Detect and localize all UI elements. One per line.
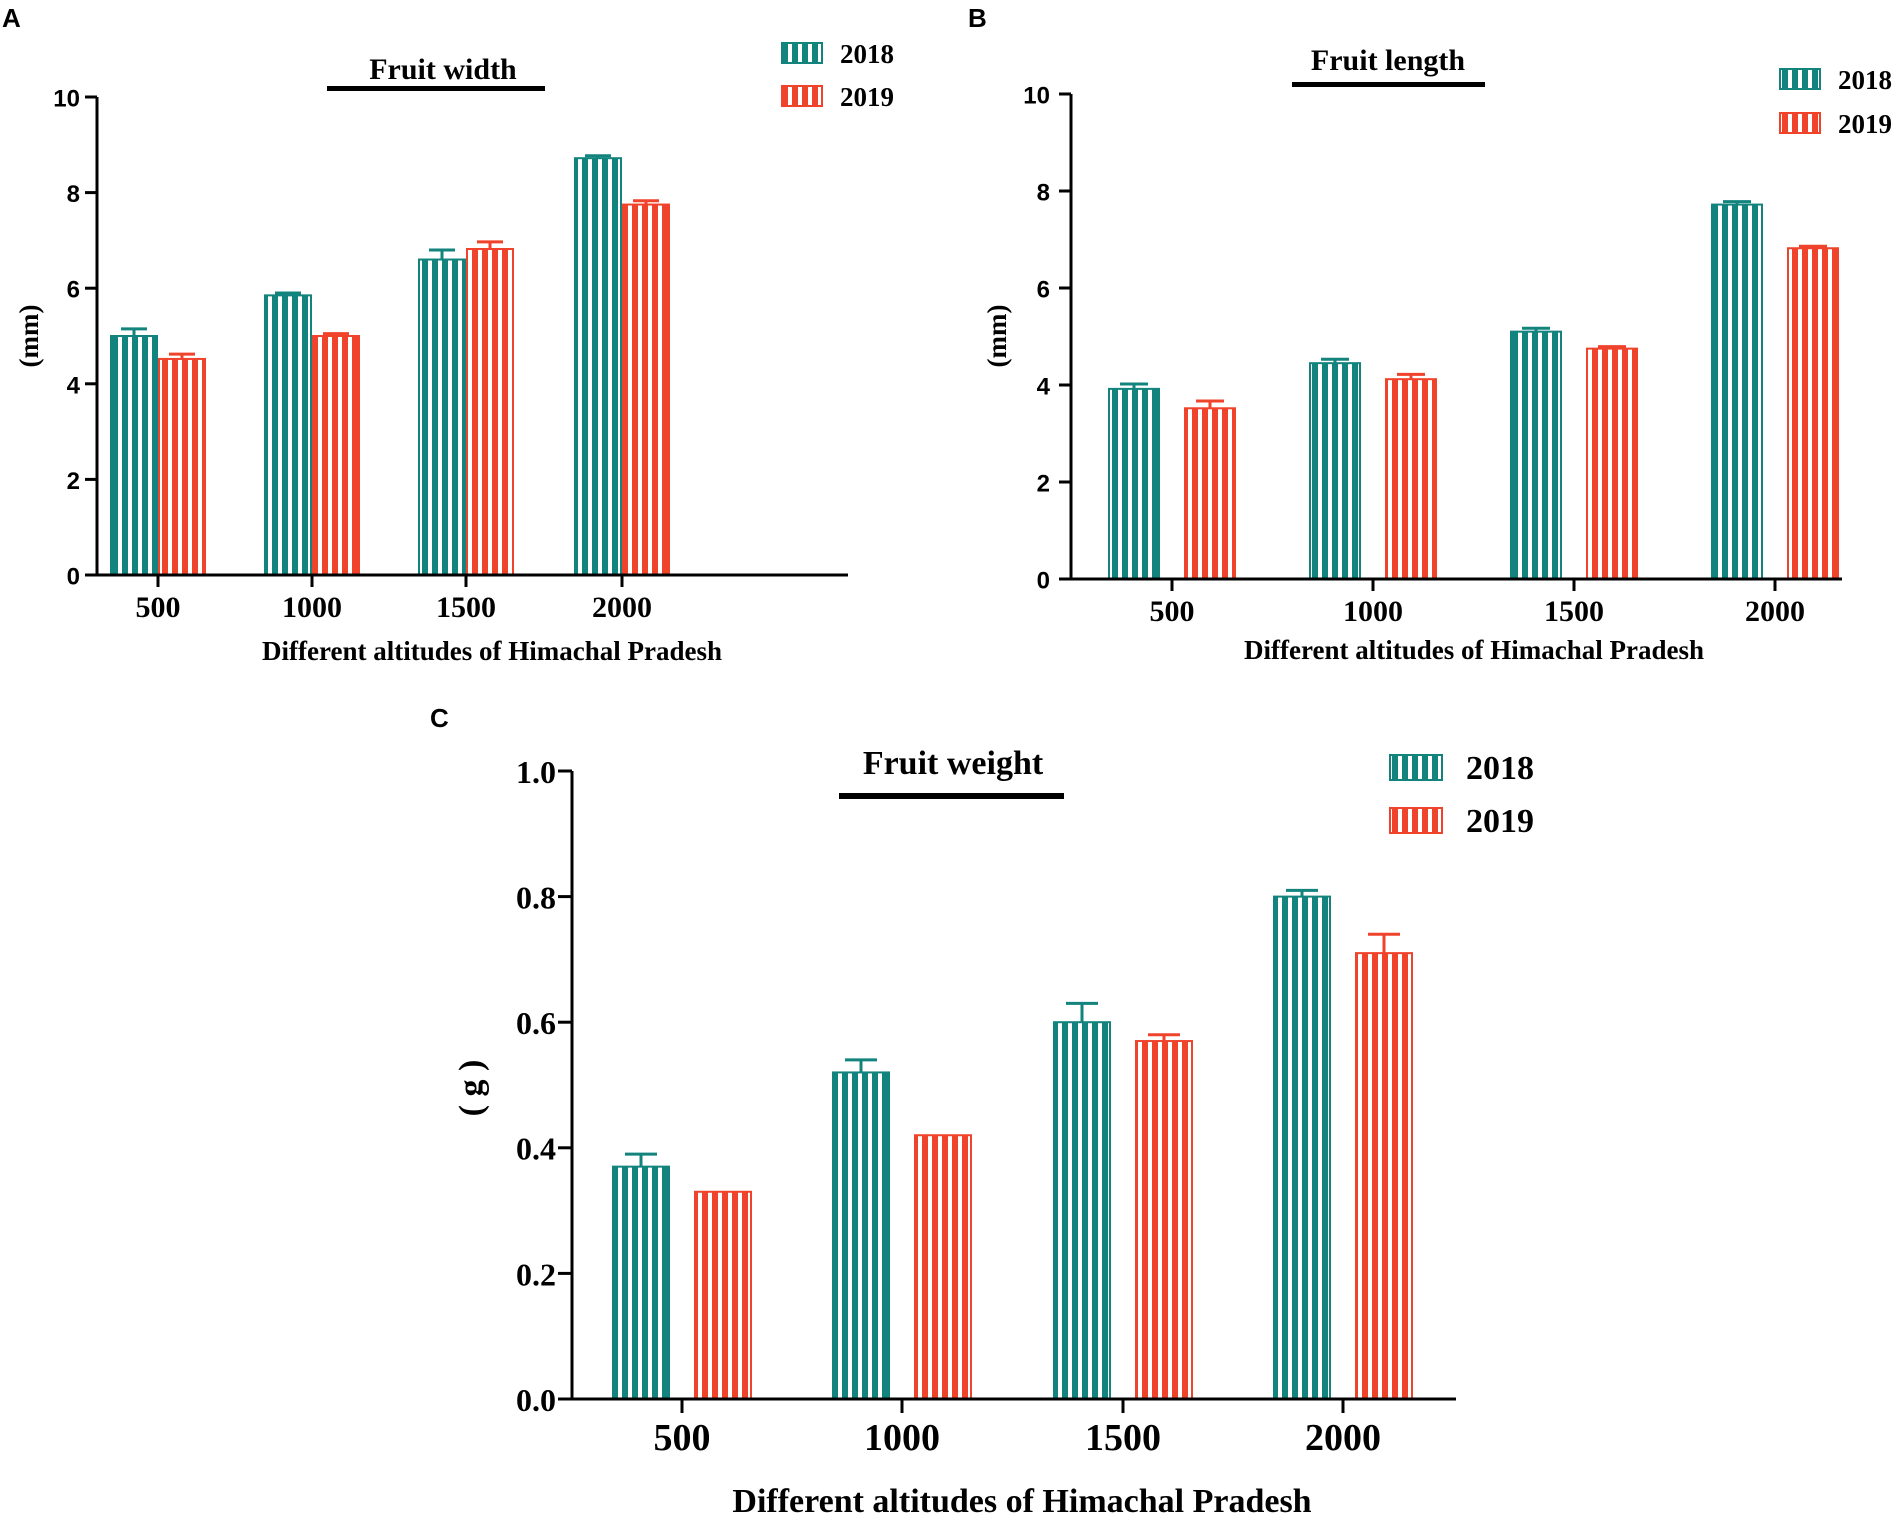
y-tick-label: 4 xyxy=(67,372,81,399)
legend-swatch-2018 xyxy=(1779,68,1821,90)
y-tick-label: 10 xyxy=(53,85,80,112)
y-tick-label: 6 xyxy=(67,277,80,304)
legend-swatch-2019 xyxy=(1389,807,1443,834)
y-axis-label: (mm) xyxy=(982,305,1012,368)
title-underline xyxy=(1292,82,1485,87)
y-tick-label: 0 xyxy=(1037,567,1050,594)
bar-2018-500 xyxy=(110,335,158,576)
bar-2019-2000 xyxy=(1787,247,1839,580)
bar-2019-2000 xyxy=(1355,952,1413,1400)
bar-2019-1000 xyxy=(312,335,360,576)
x-axis-label: Different altitudes of Himachal Pradesh xyxy=(1244,635,1704,665)
x-tick-label: 500 xyxy=(654,1417,711,1459)
title-underline xyxy=(839,793,1064,799)
bar-2019-1000 xyxy=(1385,378,1437,580)
bar-2019-500 xyxy=(1184,407,1236,580)
legend-label-2018: 2018 xyxy=(840,39,894,69)
y-tick-label: 8 xyxy=(67,181,80,208)
y-axis-label: ( g ) xyxy=(453,1060,490,1117)
legend-swatch-2018 xyxy=(1389,754,1443,781)
legend: 2018 2019 xyxy=(1389,750,1534,840)
x-tick-label: 500 xyxy=(136,591,181,624)
x-tick-label: 2000 xyxy=(592,591,652,624)
x-axis-label: Different altitudes of Himachal Pradesh xyxy=(262,636,722,666)
legend-label-2019: 2019 xyxy=(840,82,894,112)
y-tick-label: 6 xyxy=(1037,276,1050,303)
chart-title: Fruit width xyxy=(369,53,517,86)
y-tick-label: 10 xyxy=(1023,82,1050,109)
bar-2018-1500 xyxy=(1510,330,1562,580)
x-tick-label: 1000 xyxy=(864,1417,940,1459)
bar-2018-500 xyxy=(612,1165,670,1401)
bar-2018-1500 xyxy=(1053,1021,1111,1400)
legend-label-2019: 2019 xyxy=(1838,109,1892,139)
bar-2018-2000 xyxy=(1711,203,1763,581)
panel-b: B Fruit length 2018 2019 0 2 4 6 8 10 500 1000… xyxy=(968,3,1892,665)
legend-label-2018: 2018 xyxy=(1466,750,1534,787)
title-underline xyxy=(327,86,545,91)
y-tick-label: 2 xyxy=(67,468,80,495)
panel-letter-b: B xyxy=(968,3,987,33)
panel-c: C Fruit weight 2018 2019 0.0 0.2 0.4 0.6 0.8… xyxy=(430,703,1534,1520)
bar-2018-1000 xyxy=(1309,362,1361,580)
legend-label-2018: 2018 xyxy=(1838,65,1892,95)
bar-2018-1500 xyxy=(418,258,466,576)
bar-2018-2000 xyxy=(574,157,622,577)
panel-letter-c: C xyxy=(430,703,449,733)
y-tick-label: 2 xyxy=(1037,470,1050,497)
x-tick-label: 500 xyxy=(1150,595,1195,628)
x-tick-label: 2000 xyxy=(1745,595,1805,628)
y-tick-label: 4 xyxy=(1037,373,1051,400)
bar-2018-1000 xyxy=(264,294,312,576)
bar-2018-2000 xyxy=(1273,895,1331,1400)
x-tick-label: 1000 xyxy=(282,591,342,624)
legend: 2018 2019 xyxy=(781,39,894,112)
x-tick-label: 1000 xyxy=(1343,595,1403,628)
y-tick-label: 0.6 xyxy=(516,1005,556,1041)
panel-letter-a: A xyxy=(2,3,21,33)
bar-2019-500 xyxy=(694,1190,752,1401)
y-tick-label: 0.4 xyxy=(516,1131,556,1167)
x-tick-label: 2000 xyxy=(1305,1417,1381,1459)
legend-swatch-2019 xyxy=(1779,112,1821,134)
y-axis-label: (mm) xyxy=(14,305,44,368)
y-tick-label: 0.2 xyxy=(516,1256,556,1292)
x-tick-label: 1500 xyxy=(436,591,496,624)
y-tick-label: 8 xyxy=(1037,179,1050,206)
bar-2019-2000 xyxy=(622,203,670,577)
legend-label-2019: 2019 xyxy=(1466,803,1534,840)
y-tick-label: 1.0 xyxy=(516,754,556,790)
legend-swatch-2018 xyxy=(781,42,823,64)
bar-2019-1500 xyxy=(466,248,514,576)
x-tick-label: 1500 xyxy=(1544,595,1604,628)
x-axis-label: Different altitudes of Himachal Pradesh xyxy=(732,1483,1311,1520)
bar-2019-1000 xyxy=(914,1134,972,1400)
bar-2019-500 xyxy=(158,357,206,576)
legend-swatch-2019 xyxy=(781,85,823,107)
bar-2019-1500 xyxy=(1135,1040,1193,1401)
chart-title: Fruit length xyxy=(1311,44,1465,77)
legend: 2018 2019 xyxy=(1779,65,1892,139)
bar-2019-1500 xyxy=(1586,347,1638,580)
y-tick-label: 0.8 xyxy=(516,880,556,916)
chart-title: Fruit weight xyxy=(863,745,1044,782)
bar-2018-1000 xyxy=(832,1071,890,1400)
y-tick-label: 0.0 xyxy=(516,1382,556,1418)
bar-2018-500 xyxy=(1108,387,1160,580)
x-tick-label: 1500 xyxy=(1085,1417,1161,1459)
panel-a: A Fruit width 2018 2019 0 2 4 6 8 10 500 1000 1… xyxy=(2,3,894,666)
y-tick-label: 0 xyxy=(67,563,80,590)
